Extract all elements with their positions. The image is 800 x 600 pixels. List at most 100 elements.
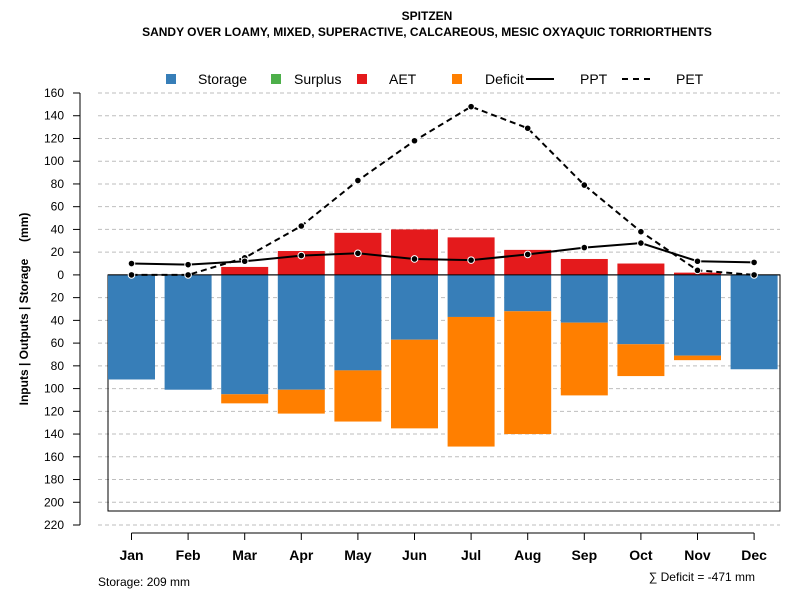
storage-bar xyxy=(164,274,212,390)
gridlines xyxy=(98,92,781,526)
y-tick-label: 140 xyxy=(44,427,64,441)
deficit-bar xyxy=(617,344,665,377)
x-tick-label: Nov xyxy=(684,547,711,563)
storage-total-label: Storage: 209 mm xyxy=(98,575,190,589)
legend-item-ppt: PPT xyxy=(526,71,608,87)
ppt-point xyxy=(693,257,702,266)
deficit-bar xyxy=(674,355,721,361)
x-tick-label: Feb xyxy=(176,547,201,563)
ppt-point xyxy=(637,239,645,247)
y-tick-label: 180 xyxy=(44,473,64,487)
x-tick-label: Dec xyxy=(741,547,767,563)
ppt-line xyxy=(131,242,755,266)
deficit-total-label: ∑ Deficit = -471 mm xyxy=(649,570,755,584)
legend-item-pet: PET xyxy=(622,71,704,87)
legend-item-deficit: Deficit xyxy=(452,71,524,87)
y-tick-label: 60 xyxy=(51,200,65,214)
storage-bar xyxy=(391,274,438,340)
y-tick-label: 120 xyxy=(44,131,64,145)
storage-bar xyxy=(108,274,155,380)
aet-bar xyxy=(447,237,495,275)
pet-point xyxy=(354,176,362,185)
deficit-bar xyxy=(560,322,608,396)
storage-bar xyxy=(674,274,721,356)
legend-swatch xyxy=(452,74,462,84)
storage-bar xyxy=(730,274,778,370)
ppt-point xyxy=(750,258,758,267)
ppt-point xyxy=(410,255,419,263)
legend-swatch xyxy=(357,74,367,84)
deficit-bar xyxy=(221,394,269,404)
chart-subtitle: SANDY OVER LOAMY, MIXED, SUPERACTIVE, CA… xyxy=(142,25,712,39)
legend-label: Surplus xyxy=(294,71,341,87)
y-tick-label: 20 xyxy=(51,291,65,305)
legend-label: Storage xyxy=(198,71,247,87)
pet-point xyxy=(637,227,645,236)
pet-point xyxy=(693,266,702,275)
pet-point xyxy=(750,271,758,279)
ppt-point xyxy=(297,251,306,260)
y-tick-label: 0 xyxy=(57,268,64,282)
legend-label: AET xyxy=(389,71,417,87)
x-axis: Jan Feb Mar Apr May Jun Jul Aug Sep Oct Nov Dec xyxy=(119,532,767,563)
x-tick-label: Jan xyxy=(119,547,143,563)
ppt-point xyxy=(467,256,475,264)
storage-bar xyxy=(334,274,382,371)
legend-item-storage: Storage xyxy=(166,71,247,87)
y-tick-label: 100 xyxy=(44,154,64,168)
y-axis-label: Inputs | Outputs | Storage (mm) xyxy=(17,213,31,406)
legend-item-aet: AET xyxy=(357,71,417,87)
deficit-bar xyxy=(391,339,438,429)
pet-line xyxy=(131,105,755,276)
legend-label: PET xyxy=(676,71,704,87)
y-tick-label: 80 xyxy=(51,359,65,373)
x-tick-label: Oct xyxy=(629,547,653,563)
legend-label: Deficit xyxy=(485,71,524,87)
storage-bar xyxy=(617,274,665,345)
pet-point xyxy=(184,271,192,279)
storage-bar xyxy=(447,274,495,317)
y-axis: 1601401201008060402002040608010012014016… xyxy=(44,86,81,532)
ppt-point xyxy=(184,260,192,269)
y-tick-label: 100 xyxy=(44,382,64,396)
y-tick-label: 200 xyxy=(44,495,64,509)
legend-swatch xyxy=(166,74,176,84)
y-tick-label: 220 xyxy=(44,518,64,532)
y-tick-label: 60 xyxy=(51,336,65,350)
aet-bar xyxy=(560,258,608,275)
bars xyxy=(108,229,780,447)
pet-point xyxy=(410,136,419,145)
x-tick-label: May xyxy=(344,547,371,563)
storage-bar xyxy=(504,274,552,312)
ppt-point xyxy=(523,250,532,259)
x-tick-label: Jun xyxy=(402,547,427,563)
x-tick-label: Aug xyxy=(514,547,541,563)
pet-point xyxy=(467,102,475,111)
pet-point xyxy=(580,181,589,189)
x-tick-label: Jul xyxy=(461,547,481,563)
y-tick-label: 40 xyxy=(51,313,65,327)
aet-bar xyxy=(617,263,665,275)
pet-point xyxy=(297,222,306,230)
x-tick-label: Mar xyxy=(232,547,257,563)
pet-point xyxy=(127,271,136,279)
aet-bar xyxy=(391,229,438,275)
aet-bar xyxy=(221,266,269,275)
legend-item-surplus: Surplus xyxy=(271,71,341,87)
y-tick-label: 40 xyxy=(51,222,65,236)
storage-bar xyxy=(560,274,608,323)
ppt-point xyxy=(240,257,249,266)
legend-label: PPT xyxy=(580,71,608,87)
ppt-point xyxy=(580,243,589,252)
y-tick-label: 160 xyxy=(44,450,64,464)
y-tick-label: 160 xyxy=(44,86,64,100)
storage-bar xyxy=(221,274,269,395)
chart-title: SPITZEN xyxy=(402,9,453,23)
legend: Storage Surplus AET Deficit PPT PET xyxy=(166,71,704,87)
deficit-bar xyxy=(334,370,382,422)
x-tick-label: Sep xyxy=(571,547,597,563)
ppt-point xyxy=(127,259,136,268)
y-tick-label: 140 xyxy=(44,109,64,123)
deficit-bar xyxy=(447,316,495,447)
deficit-bar xyxy=(504,311,552,435)
